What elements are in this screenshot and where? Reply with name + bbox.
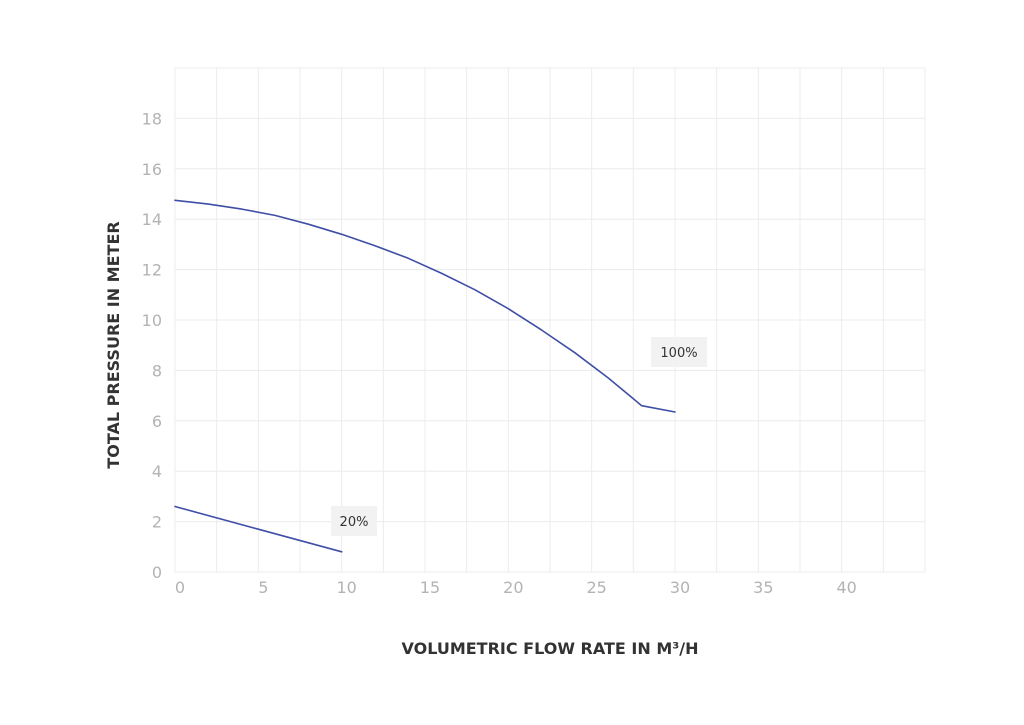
- x-axis-ticks: 0 5 10 15 20 25 30 35 40: [175, 578, 857, 597]
- x-tick-label: 5: [258, 578, 268, 597]
- x-tick-label: 0: [175, 578, 185, 597]
- series-label: 100%: [660, 346, 697, 361]
- x-axis-title: VOLUMETRIC FLOW RATE IN M³/H: [402, 639, 699, 658]
- y-tick-label: 6: [152, 412, 162, 431]
- series-line-low-speed: [174, 505, 343, 553]
- y-tick-label: 14: [142, 210, 162, 229]
- y-tick-label: 0: [152, 563, 162, 582]
- series-line-full-speed: [174, 199, 676, 413]
- series-lines: [174, 199, 676, 553]
- y-tick-label: 8: [152, 361, 162, 380]
- y-tick-label: 16: [142, 160, 162, 179]
- y-axis-title: TOTAL PRESSURE IN METER: [104, 221, 123, 468]
- x-tick-label: 40: [836, 578, 856, 597]
- x-tick-label: 10: [336, 578, 356, 597]
- x-tick-label: 30: [670, 578, 690, 597]
- x-tick-label: 20: [503, 578, 523, 597]
- x-tick-label: 35: [753, 578, 773, 597]
- series-label-box: [331, 506, 377, 536]
- series-label: 20%: [340, 515, 369, 530]
- y-tick-label: 10: [142, 311, 162, 330]
- y-tick-label: 12: [142, 261, 162, 280]
- grid: [174, 67, 926, 573]
- x-tick-label: 25: [586, 578, 606, 597]
- series-labels: 100% 20%: [331, 337, 707, 536]
- series-label-box: [651, 337, 707, 367]
- y-tick-label: 4: [152, 462, 162, 481]
- y-axis-ticks: 0 2 4 6 8 10 12 14 16 18: [142, 109, 162, 582]
- y-tick-label: 2: [152, 513, 162, 532]
- y-tick-label: 18: [142, 109, 162, 128]
- x-tick-label: 15: [420, 578, 440, 597]
